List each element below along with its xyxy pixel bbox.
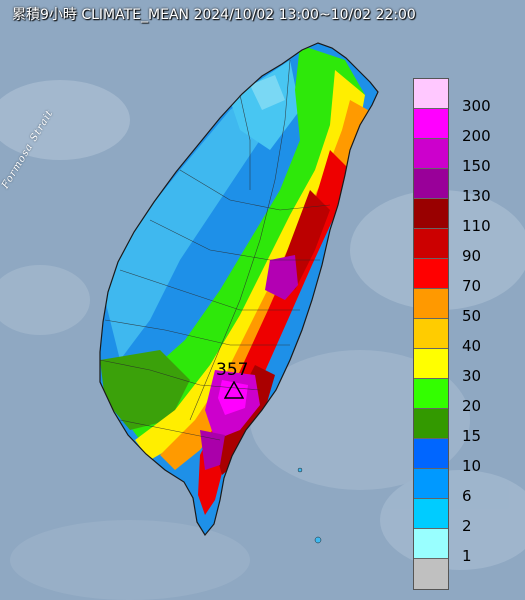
legend-swatch	[414, 109, 448, 139]
legend-swatch	[414, 529, 448, 559]
island-outline	[99, 42, 379, 537]
legend-label: 200	[462, 127, 491, 145]
legend-swatch	[414, 559, 448, 589]
legend-label: 110	[462, 217, 491, 235]
legend-swatch	[414, 349, 448, 379]
legend-swatch	[414, 289, 448, 319]
legend-swatch	[414, 469, 448, 499]
legend-swatch	[414, 199, 448, 229]
legend-label: 1	[462, 547, 472, 565]
legend-swatch	[414, 439, 448, 469]
legend-label: 20	[462, 397, 482, 415]
orchid-island	[314, 536, 322, 544]
map-title: 累積9小時 CLIMATE_MEAN 2024/10/02 13:00~10/0…	[12, 7, 416, 23]
legend-swatch	[414, 169, 448, 199]
triangle-icon	[224, 381, 244, 399]
legend-swatch	[414, 409, 448, 439]
legend-swatch	[414, 259, 448, 289]
max-value-label: 357	[216, 360, 249, 380]
legend-swatch	[414, 319, 448, 349]
green-island	[297, 467, 303, 473]
legend-swatch	[414, 499, 448, 529]
legend-label: 2	[462, 517, 472, 535]
legend-label: 6	[462, 487, 472, 505]
legend-swatch	[414, 139, 448, 169]
legend-label: 10	[462, 457, 482, 475]
color-legend	[413, 78, 449, 590]
legend-label: 130	[462, 187, 491, 205]
legend-label: 50	[462, 307, 482, 325]
legend-label: 30	[462, 367, 482, 385]
district-boundaries	[99, 59, 331, 441]
legend-swatch	[414, 379, 448, 409]
legend-swatch	[414, 79, 448, 109]
legend-label: 15	[462, 427, 482, 445]
legend-label: 70	[462, 277, 482, 295]
legend-label: 150	[462, 157, 491, 175]
legend-label: 90	[462, 247, 482, 265]
legend-swatch	[414, 229, 448, 259]
legend-label: 40	[462, 337, 482, 355]
legend-label: 300	[462, 97, 491, 115]
